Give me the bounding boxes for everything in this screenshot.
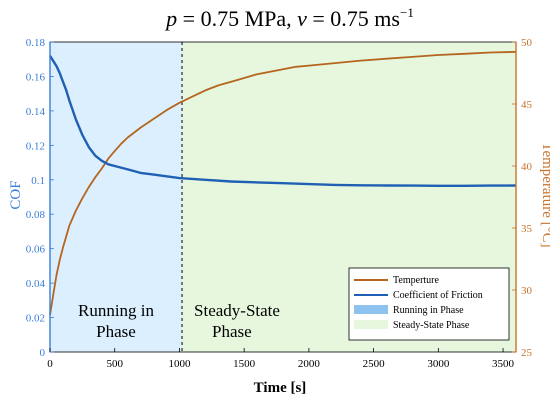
title-v-value: = 0.75 ms bbox=[307, 6, 400, 31]
title-p-value: = 0.75 MPa, bbox=[177, 6, 297, 31]
y-axis-left-label: COF bbox=[8, 180, 24, 209]
y-right-tick-label: 35 bbox=[521, 223, 533, 235]
x-tick-label: 1000 bbox=[168, 358, 191, 370]
x-tick-label: 1500 bbox=[233, 358, 256, 370]
legend-entry-steady-state: Steady-State Phase bbox=[393, 320, 470, 331]
y-right-tick-label: 30 bbox=[521, 285, 533, 297]
legend-entry-temperature: Temperture bbox=[393, 275, 440, 286]
title-v-exponent: −1 bbox=[400, 5, 414, 20]
title-v-symbol: v bbox=[297, 6, 307, 31]
y-right-tick-label: 25 bbox=[521, 347, 533, 359]
cof-series-line bbox=[48, 55, 517, 187]
y-left-tick-label: 0.16 bbox=[26, 71, 46, 83]
x-tick-label: 3500 bbox=[492, 358, 515, 370]
legend-entry-cof: Coefficient of Friction bbox=[393, 290, 483, 301]
y-left-tick-label: 0.12 bbox=[26, 140, 45, 152]
x-axis-label: Time [s] bbox=[254, 380, 307, 396]
y-left-tick-label: 0.14 bbox=[26, 106, 46, 118]
phase-label-running-in: Running in Phase bbox=[78, 301, 155, 341]
x-tick-label: 2000 bbox=[298, 358, 321, 370]
y-right-tick-label: 40 bbox=[521, 161, 533, 173]
legend-entry-running-in: Running in Phase bbox=[393, 305, 464, 316]
legend: Temperture Coefficient of Friction Runni… bbox=[348, 267, 510, 341]
legend-swatch-running-in bbox=[354, 305, 388, 314]
y-left-tick-label: 0.02 bbox=[26, 313, 45, 325]
phase-label-steady-state: Steady-State Phase bbox=[194, 301, 280, 341]
phase-label-line: Phase bbox=[212, 322, 252, 341]
y-left-tick-label: 0.06 bbox=[26, 244, 46, 256]
y-left-tick-label: 0.08 bbox=[26, 209, 46, 221]
x-tick-label: 0 bbox=[47, 358, 53, 370]
legend-swatch-steady-state bbox=[354, 320, 388, 329]
title-p-symbol: p bbox=[164, 6, 177, 31]
phase-label-line: Steady-State bbox=[194, 301, 280, 320]
x-tick-label: 500 bbox=[106, 358, 123, 370]
y-left-tick-label: 0.1 bbox=[31, 175, 45, 187]
phase-label-line: Phase bbox=[96, 322, 136, 341]
y-left-tick-label: 0.18 bbox=[26, 37, 46, 49]
phase-region-running-in bbox=[50, 42, 183, 352]
x-tick-label: 2500 bbox=[363, 358, 386, 370]
y-axis-right-label: Temperature [°C] bbox=[539, 142, 550, 247]
x-tick-label: 3000 bbox=[427, 358, 450, 370]
y-right-tick-label: 45 bbox=[521, 99, 533, 111]
y-left-tick-label: 0.04 bbox=[26, 278, 46, 290]
y-left-tick-label: 0 bbox=[40, 347, 46, 359]
y-right-tick-label: 50 bbox=[521, 37, 533, 49]
phase-label-line: Running in bbox=[78, 301, 155, 320]
temperature-series-line bbox=[49, 51, 517, 315]
chart-title: p = 0.75 MPa, v = 0.75 ms−1 bbox=[164, 5, 414, 31]
